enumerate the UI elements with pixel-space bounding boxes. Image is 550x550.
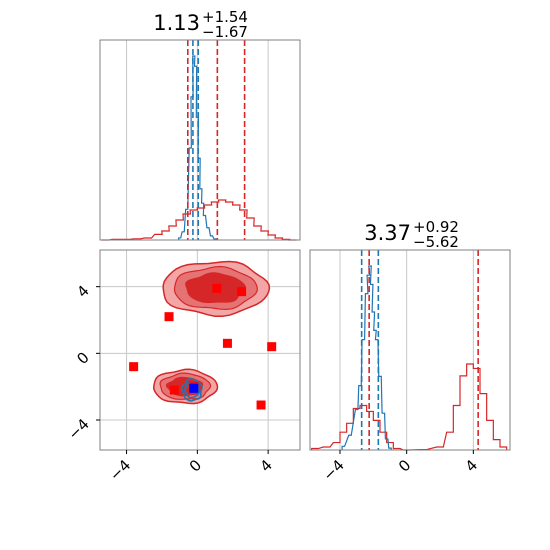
title-param2-plus: +0.92 xyxy=(413,218,459,236)
title-param2-minus: −5.62 xyxy=(413,233,459,251)
blue-marker-0 xyxy=(189,383,199,393)
x-tick-label-param1-1: 0 xyxy=(186,456,205,475)
red-marker-4 xyxy=(267,342,277,352)
red-marker-7 xyxy=(169,385,179,395)
x-tick-label-param1-2: 4 xyxy=(256,456,275,475)
x-tick-label-param1-0: −4 xyxy=(106,456,134,484)
x-tick-label-param2-0: −4 xyxy=(319,456,347,484)
title-param1: 1.13 xyxy=(153,11,200,35)
x-tick-label-param2-2: 4 xyxy=(462,456,481,475)
blue-histogram-param1 xyxy=(177,55,217,240)
joint-panel xyxy=(99,249,301,451)
right-frame xyxy=(309,249,511,451)
blue-contour-outer xyxy=(180,378,203,402)
red-marker-3 xyxy=(222,338,232,348)
red-histogram-param2 xyxy=(311,363,508,451)
marginal-panel-param1 xyxy=(99,39,301,241)
title-param1-minus: −1.67 xyxy=(202,23,248,41)
blue-histogram-param2 xyxy=(341,265,392,450)
red-marker-5 xyxy=(129,362,139,372)
x-tick-label-param2-1: 0 xyxy=(395,456,414,475)
title-param1-plus: +1.54 xyxy=(202,8,248,26)
marginal-panel-param2 xyxy=(309,249,511,451)
y-tick-label-param2-1: 0 xyxy=(73,348,92,367)
red-marker-6 xyxy=(256,400,266,410)
red-marker-0 xyxy=(212,283,222,293)
top-frame xyxy=(99,39,301,241)
red-histogram-param1 xyxy=(101,199,297,241)
y-tick-label-param2-0: −4 xyxy=(64,415,92,443)
red-marker-2 xyxy=(164,312,174,322)
title-param2: 3.37 xyxy=(364,221,411,245)
y-tick-label-param2-2: 4 xyxy=(73,282,92,301)
joint-frame xyxy=(99,249,301,451)
red-marker-1 xyxy=(237,287,247,297)
